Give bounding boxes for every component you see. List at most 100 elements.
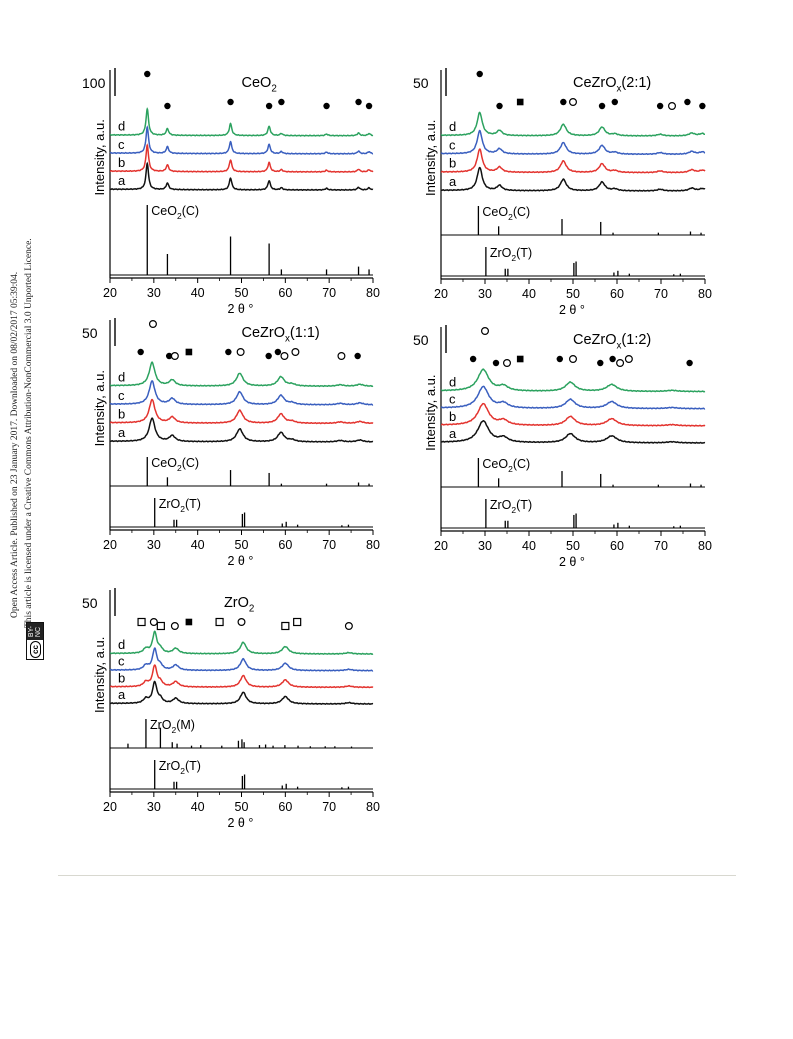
phase-marker-ceo2-cubic <box>144 70 151 78</box>
xrd-trace-d <box>440 368 706 393</box>
license-type: BY-NC <box>27 623 43 641</box>
phase-marker-ceo2-cubic <box>656 102 664 110</box>
x-tick-label: 20 <box>434 287 448 301</box>
x-tick-label: 50 <box>235 286 249 300</box>
phase-marker-zro2-tetragonal <box>616 359 625 368</box>
x-tick-label: 20 <box>103 800 117 814</box>
x-axis-label: 2 θ ° <box>228 816 254 830</box>
xrd-trace-d <box>109 630 374 655</box>
phase-marker-square-filled <box>516 355 524 363</box>
x-tick-label: 40 <box>522 287 536 301</box>
x-tick-label: 70 <box>654 539 668 553</box>
x-tick-label: 70 <box>322 286 336 300</box>
footer-rule <box>58 875 736 876</box>
x-tick-label: 50 <box>566 287 580 301</box>
trace-label: d <box>118 637 125 652</box>
xrd-trace-c <box>109 380 374 406</box>
x-tick-label: 60 <box>610 539 624 553</box>
x-tick-label: 30 <box>147 286 161 300</box>
phase-marker-zro2-tetragonal <box>170 621 179 630</box>
scale-label: 50 <box>413 75 429 91</box>
x-tick-label: 20 <box>434 539 448 553</box>
x-tick-label: 80 <box>366 800 380 814</box>
reference-label: CeO2(C) <box>482 457 530 474</box>
xrd-trace-c <box>440 129 706 156</box>
x-tick-label: 30 <box>478 287 492 301</box>
phase-marker-zro2-tetragonal <box>624 355 633 364</box>
phase-marker-ceo2-cubic <box>560 98 567 106</box>
x-tick-label: 70 <box>654 287 668 301</box>
y-axis-label: Intensity, a.u. <box>92 637 107 713</box>
x-tick-label: 40 <box>522 539 536 553</box>
x-tick-label: 50 <box>235 800 249 814</box>
phase-marker-zro2-monoclinic <box>215 617 224 627</box>
trace-label: b <box>449 156 456 171</box>
reference-label: ZrO2(T) <box>159 497 201 514</box>
x-axis-label: 2 θ ° <box>559 555 585 569</box>
phase-marker-zro2-tetragonal <box>237 617 246 626</box>
phase-marker-ceo2-cubic <box>225 348 232 356</box>
x-tick-label: 70 <box>322 800 336 814</box>
phase-marker-zro2-tetragonal <box>568 97 577 106</box>
phase-marker-ceo2-cubic <box>323 102 330 110</box>
xrd-trace-c <box>440 385 706 410</box>
phase-marker-ceo2-cubic <box>598 102 606 110</box>
x-tick-label: 80 <box>698 539 712 553</box>
phase-marker-zro2-tetragonal <box>170 352 179 361</box>
trace-label: b <box>118 155 125 170</box>
phase-marker-ceo2-cubic <box>137 348 144 356</box>
license-note[interactable]: This article is licensed under a Creativ… <box>24 238 34 628</box>
phase-marker-zro2-monoclinic <box>293 617 302 627</box>
chart-title: CeZrOx(1:2) <box>573 332 651 351</box>
phase-marker-zro2-tetragonal <box>291 348 300 357</box>
trace-label: b <box>118 406 125 421</box>
y-axis-label: Intensity, a.u. <box>92 119 107 195</box>
x-tick-label: 30 <box>147 538 161 552</box>
cc-license-badge[interactable]: cc BY-NC <box>26 622 44 660</box>
phase-marker-zro2-monoclinic <box>281 621 290 631</box>
xrd-trace-c <box>109 647 374 672</box>
chart-title: CeO2 <box>242 75 277 94</box>
phase-marker-ceo2-cubic <box>496 102 503 110</box>
phase-marker-ceo2-cubic <box>274 348 282 356</box>
phase-marker-zro2-tetragonal <box>280 352 289 361</box>
xrd-trace-a <box>440 420 706 444</box>
y-axis-label: Intensity, a.u. <box>92 370 107 446</box>
phase-marker-zro2-tetragonal <box>481 327 490 336</box>
x-axis-label: 2 θ ° <box>559 303 585 317</box>
phase-marker-ceo2-cubic <box>492 359 500 367</box>
x-tick-label: 40 <box>191 286 205 300</box>
phase-marker-zro2-tetragonal <box>236 348 245 357</box>
trace-label: a <box>449 426 457 441</box>
x-tick-label: 60 <box>610 287 624 301</box>
xrd-trace-b <box>109 143 374 173</box>
reference-label: ZrO2(T) <box>490 246 532 263</box>
x-tick-label: 60 <box>278 286 292 300</box>
phase-marker-zro2-monoclinic <box>156 621 165 631</box>
y-axis-label: Intensity, a.u. <box>423 120 438 196</box>
trace-label: c <box>118 388 125 403</box>
phase-marker-ceo2-cubic <box>469 355 477 363</box>
xrd-trace-a <box>440 166 706 192</box>
trace-label: d <box>118 369 125 384</box>
x-tick-label: 50 <box>235 538 249 552</box>
phase-marker-ceo2-cubic <box>164 102 171 110</box>
phase-marker-ceo2-cubic <box>611 98 618 106</box>
phase-marker-zro2-monoclinic <box>137 617 146 627</box>
phase-marker-zro2-tetragonal <box>344 621 353 630</box>
license-sidebar: Open Access Article. Published on 23 Jan… <box>6 120 44 660</box>
scale-label: 100 <box>82 75 106 91</box>
phase-marker-zro2-tetragonal <box>503 359 512 368</box>
phase-marker-square-filled <box>185 618 193 626</box>
phase-marker-zro2-tetragonal <box>667 101 676 110</box>
phase-marker-ceo2-cubic <box>365 102 373 110</box>
phase-marker-ceo2-cubic <box>597 359 604 367</box>
xrd-trace-a <box>109 161 374 192</box>
trace-label: c <box>118 654 125 669</box>
chart-title: ZrO2 <box>224 595 254 614</box>
scale-label: 50 <box>413 332 429 348</box>
chart-title: CeZrOx(2:1) <box>573 75 651 94</box>
trace-label: c <box>118 137 125 152</box>
trace-label: c <box>449 392 456 407</box>
phase-marker-ceo2-cubic <box>684 98 691 106</box>
